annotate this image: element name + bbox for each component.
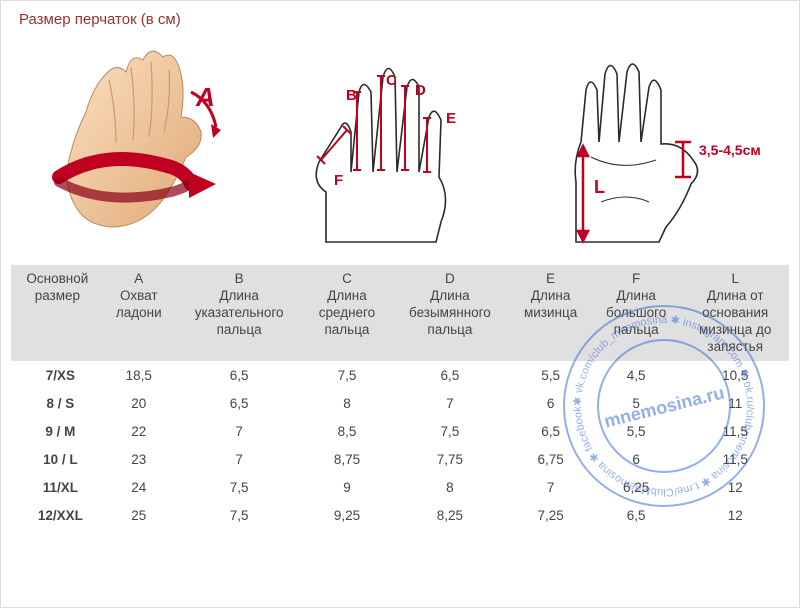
cell-C: 8 (304, 389, 389, 417)
label-c: C (386, 72, 397, 89)
cell-D: 7,75 (390, 445, 511, 473)
size-table: ОсновнойразмерAОхватладониBДлинауказател… (11, 265, 789, 529)
table-row: 7/XS18,56,57,56,55,54,510,5 (11, 361, 789, 389)
page-container: { "title": "Размер перчаток (в см)", "di… (0, 0, 800, 608)
cell-C: 9 (304, 473, 389, 501)
cell-B: 7 (174, 417, 305, 445)
col-header-F: FДлинабольшогопальца (591, 265, 682, 361)
diagrams-area: A B C D E F L 3,5-4,5см (1, 32, 799, 252)
cell-size: 8 / S (11, 389, 104, 417)
cell-A: 23 (104, 445, 174, 473)
cell-A: 18,5 (104, 361, 174, 389)
cell-size: 10 / L (11, 445, 104, 473)
cell-A: 22 (104, 417, 174, 445)
cell-size: 11/XL (11, 473, 104, 501)
cell-F: 6,5 (591, 501, 682, 529)
cell-C: 9,25 (304, 501, 389, 529)
cell-B: 7,5 (174, 501, 305, 529)
col-header-C: CДлинасреднегопальца (304, 265, 389, 361)
cell-A: 25 (104, 501, 174, 529)
cell-D: 7,5 (390, 417, 511, 445)
label-f: F (334, 172, 343, 189)
thumb-range-label: 3,5-4,5см (699, 142, 761, 158)
cell-F: 6 (591, 445, 682, 473)
col-header-L: LДлина отоснованиямизинца дозапястья (681, 265, 789, 361)
cell-L: 10,5 (681, 361, 789, 389)
cell-A: 20 (104, 389, 174, 417)
table-row: 9 / M2278,57,56,55,511,5 (11, 417, 789, 445)
table-body: 7/XS18,56,57,56,55,54,510,58 / S206,5876… (11, 361, 789, 529)
label-d: D (415, 82, 426, 99)
cell-B: 6,5 (174, 389, 305, 417)
cell-C: 8,5 (304, 417, 389, 445)
cell-C: 8,75 (304, 445, 389, 473)
size-table-container: ОсновнойразмерAОхватладониBДлинауказател… (11, 265, 789, 529)
cell-F: 4,5 (591, 361, 682, 389)
label-b: B (346, 87, 357, 104)
cell-A: 24 (104, 473, 174, 501)
cell-E: 7,25 (510, 501, 591, 529)
cell-size: 12/XXL (11, 501, 104, 529)
col-header-A: AОхватладони (104, 265, 174, 361)
label-e: E (446, 110, 456, 127)
table-row: 11/XL247,59876,2512 (11, 473, 789, 501)
cell-E: 6,5 (510, 417, 591, 445)
col-header-size: Основнойразмер (11, 265, 104, 361)
col-header-B: BДлинауказательногопальца (174, 265, 305, 361)
cell-F: 5,5 (591, 417, 682, 445)
table-row: 10 / L2378,757,756,75611,5 (11, 445, 789, 473)
cell-size: 7/XS (11, 361, 104, 389)
label-l: L (594, 177, 605, 198)
cell-F: 6,25 (591, 473, 682, 501)
hand-diagram-a (21, 32, 241, 252)
cell-L: 12 (681, 501, 789, 529)
label-a: A (196, 82, 215, 113)
cell-E: 6 (510, 389, 591, 417)
cell-B: 7,5 (174, 473, 305, 501)
cell-L: 11 (681, 389, 789, 417)
cell-D: 7 (390, 389, 511, 417)
cell-E: 7 (510, 473, 591, 501)
cell-F: 5 (591, 389, 682, 417)
page-title: Размер перчаток (в см) (1, 1, 799, 32)
cell-size: 9 / M (11, 417, 104, 445)
cell-E: 5,5 (510, 361, 591, 389)
cell-L: 11,5 (681, 445, 789, 473)
col-header-E: EДлинамизинца (510, 265, 591, 361)
cell-E: 6,75 (510, 445, 591, 473)
cell-L: 11,5 (681, 417, 789, 445)
cell-B: 6,5 (174, 361, 305, 389)
cell-L: 12 (681, 473, 789, 501)
table-header: ОсновнойразмерAОхватладониBДлинауказател… (11, 265, 789, 361)
table-row: 12/XXL257,59,258,257,256,512 (11, 501, 789, 529)
cell-B: 7 (174, 445, 305, 473)
cell-D: 8 (390, 473, 511, 501)
cell-C: 7,5 (304, 361, 389, 389)
table-row: 8 / S206,5876511 (11, 389, 789, 417)
col-header-D: DДлинабезымянногопальца (390, 265, 511, 361)
cell-D: 8,25 (390, 501, 511, 529)
cell-D: 6,5 (390, 361, 511, 389)
